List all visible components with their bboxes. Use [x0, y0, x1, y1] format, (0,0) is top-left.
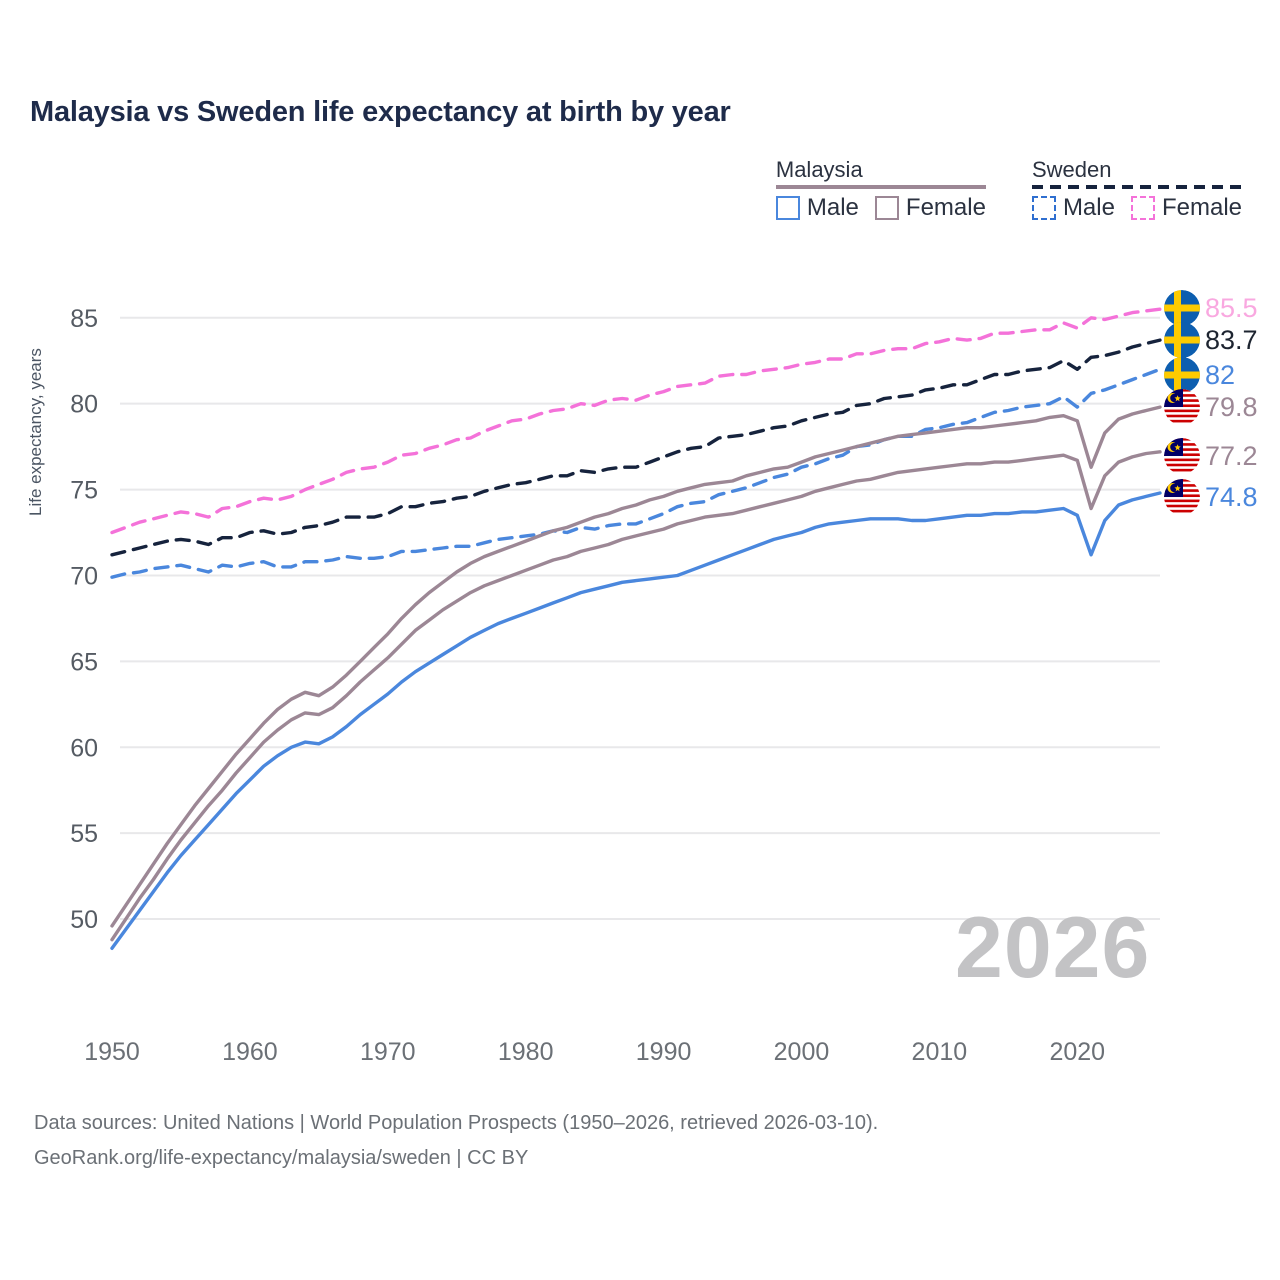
svg-text:60: 60 [70, 734, 98, 762]
svg-text:65: 65 [70, 648, 98, 676]
x-tick-labels: 1950 1960 1970 1980 1990 2000 2010 2020 [84, 1038, 1105, 1066]
svg-text:50: 50 [70, 906, 98, 934]
sweden-flag-icon [1164, 357, 1200, 393]
end-label-sweden-2: 82 [1164, 357, 1235, 393]
svg-text:1950: 1950 [84, 1038, 140, 1066]
legend-item-sweden-female[interactable]: Female [1130, 194, 1242, 222]
legend-swatch-malaysia-male [775, 196, 800, 221]
malaysia-flag-icon [1164, 389, 1200, 425]
legend-rule-malaysia [775, 185, 986, 190]
legend-country-sweden: Sweden [1031, 157, 1112, 182]
legend-group-malaysia: Malaysia Male Female [775, 157, 986, 222]
sweden-flag-icon [1164, 290, 1200, 326]
end-label-value: 85.5 [1205, 292, 1258, 323]
end-label-value: 82 [1205, 359, 1236, 390]
svg-text:2020: 2020 [1049, 1038, 1105, 1066]
svg-text:2010: 2010 [912, 1038, 968, 1066]
footer-attribution: GeoRank.org/life-expectancy/malaysia/swe… [34, 1147, 529, 1169]
legend-item-malaysia-male[interactable]: Male [775, 194, 859, 222]
svg-text:55: 55 [70, 820, 98, 848]
malaysia-flag-icon [1164, 438, 1200, 474]
svg-text:2000: 2000 [774, 1038, 830, 1066]
end-label-value: 83.7 [1205, 324, 1258, 355]
end-label-sweden-0: 85.5 [1164, 290, 1258, 326]
chart-legend: Malaysia Male Female Sweden Male Female [775, 157, 1242, 222]
end-label-malaysia-5: 74.8 [1164, 479, 1258, 515]
legend-group-sweden: Sweden Male Female [1031, 157, 1242, 222]
y-tick-labels: 50 55 60 65 70 75 80 85 [70, 305, 98, 934]
malaysia-flag-icon [1164, 479, 1200, 515]
svg-text:80: 80 [70, 391, 98, 419]
end-label-value: 74.8 [1205, 481, 1258, 512]
legend-country-malaysia: Malaysia [775, 157, 863, 182]
end-label-malaysia-4: 77.2 [1164, 438, 1258, 474]
svg-text:75: 75 [70, 477, 98, 505]
page-title: Malaysia vs Sweden life expectancy at bi… [30, 96, 731, 128]
svg-text:1980: 1980 [498, 1038, 554, 1066]
end-label-sweden-1: 83.7 [1164, 322, 1258, 358]
end-label-value: 79.8 [1205, 391, 1258, 422]
end-label-value: 77.2 [1205, 440, 1258, 471]
svg-text:70: 70 [70, 562, 98, 590]
footer-data-sources: Data sources: United Nations | World Pop… [34, 1112, 879, 1134]
svg-text:1990: 1990 [636, 1038, 692, 1066]
svg-text:1960: 1960 [222, 1038, 278, 1066]
legend-item-malaysia-female[interactable]: Female [874, 194, 986, 222]
chart-footer: Data sources: United Nations | World Pop… [34, 1106, 878, 1176]
svg-text:1970: 1970 [360, 1038, 416, 1066]
legend-label-sweden-male: Male [1062, 194, 1115, 222]
series-lines [110, 307, 1162, 950]
year-watermark: 2026 [955, 900, 1151, 996]
legend-rule-sweden [1031, 185, 1242, 190]
legend-label-malaysia-male: Male [806, 194, 859, 222]
legend-swatch-malaysia-female [874, 196, 899, 221]
legend-label-malaysia-female: Female [905, 194, 986, 222]
end-label-malaysia-3: 79.8 [1164, 389, 1258, 425]
legend-label-sweden-female: Female [1161, 194, 1242, 222]
legend-swatch-sweden-female [1130, 196, 1155, 221]
sweden-flag-icon [1164, 322, 1200, 358]
legend-item-sweden-male[interactable]: Male [1031, 194, 1115, 222]
svg-text:85: 85 [70, 305, 98, 333]
legend-swatch-sweden-male [1031, 196, 1056, 221]
